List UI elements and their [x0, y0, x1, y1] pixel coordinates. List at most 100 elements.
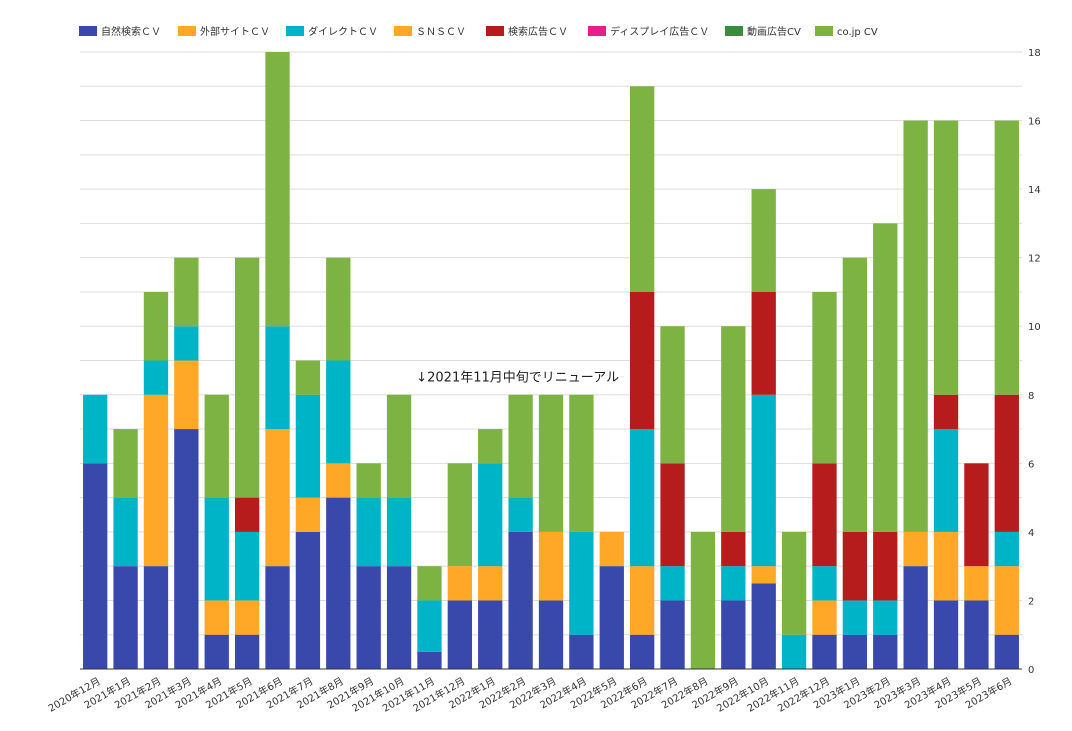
legend-label-0: 自然検索ＣＶ — [101, 25, 161, 38]
y-tick-label: 14 — [1028, 185, 1041, 196]
bar-segment-7-8 — [326, 257, 351, 361]
bar-segment-0-29 — [964, 600, 989, 669]
bar-segment-2-28 — [933, 429, 959, 532]
y-tick-label: 12 — [1028, 254, 1041, 265]
bar-segment-7-21 — [721, 326, 746, 532]
legend-swatch-3 — [394, 26, 412, 36]
legend-swatch-7 — [815, 26, 833, 36]
bar-segment-2-3 — [174, 326, 199, 361]
bar-segment-0-27 — [903, 566, 928, 669]
bar-segment-7-25 — [842, 257, 868, 532]
bar-segment-0-11 — [417, 651, 442, 669]
y-tick-label: 16 — [1028, 117, 1041, 128]
legend-label-6: 動画広告CV — [747, 25, 801, 38]
bar-segment-2-13 — [478, 463, 503, 567]
bar-segment-0-14 — [508, 531, 533, 669]
y-axis-ticks: 0 2 4 6 8 10 12 14 16 18 — [1028, 48, 1041, 676]
bar-segment-4-26 — [873, 531, 898, 601]
bar-segment-2-25 — [842, 600, 868, 635]
bar-segment-0-18 — [630, 634, 655, 669]
bar-segment-2-1 — [113, 497, 138, 567]
bar-segment-1-7 — [295, 497, 321, 532]
bar-segment-7-16 — [569, 394, 594, 532]
bar-segment-0-12 — [447, 600, 472, 669]
bar-segment-0-4 — [204, 634, 229, 669]
bar-segment-2-10 — [386, 497, 412, 567]
bar-segment-2-23 — [781, 634, 807, 669]
bar-segment-0-9 — [356, 566, 381, 669]
bar-segment-0-6 — [265, 566, 290, 669]
bar-segment-1-3 — [174, 360, 199, 430]
bar-segment-7-23 — [781, 531, 807, 635]
legend-swatch-1 — [178, 26, 196, 36]
legend-swatch-2 — [286, 26, 304, 36]
y-tick-label: 0 — [1028, 665, 1034, 676]
legend-label-7: co.jp CV — [837, 27, 878, 38]
bar-segment-0-19 — [660, 600, 685, 669]
bar-segment-1-24 — [812, 600, 837, 635]
bar-segment-2-0 — [83, 394, 108, 464]
legend-label-1: 外部サイトＣＶ — [200, 25, 270, 38]
bar-segment-4-22 — [751, 291, 776, 395]
bar-segment-0-3 — [174, 429, 199, 669]
bar-segment-7-3 — [174, 257, 199, 327]
bar-segment-4-29 — [964, 463, 989, 567]
y-tick-label: 2 — [1028, 596, 1034, 607]
bar-segment-0-16 — [569, 634, 594, 669]
bar-segment-0-1 — [113, 566, 138, 669]
bar-segment-7-2 — [143, 291, 169, 361]
bar-segment-4-30 — [994, 394, 1019, 532]
legend-label-4: 検索広告ＣＶ — [508, 25, 568, 38]
bar-segment-2-21 — [721, 566, 746, 601]
bar-segment-2-8 — [326, 360, 351, 464]
bar-segment-1-15 — [538, 531, 564, 601]
bar-segment-0-10 — [386, 566, 412, 669]
legend-swatch-4 — [486, 26, 504, 36]
legend-swatch-0 — [79, 26, 97, 36]
bar-segment-7-26 — [873, 223, 898, 532]
bar-segment-0-17 — [599, 566, 624, 669]
bar-segment-4-28 — [933, 394, 959, 430]
bar-segment-7-27 — [903, 120, 928, 532]
bar-segment-4-25 — [842, 531, 868, 601]
bar-segment-7-24 — [812, 291, 837, 464]
bar-segment-7-5 — [234, 257, 260, 498]
annotation-label: ↓2021年11月中旬でリニューアル — [416, 371, 619, 386]
bar-segment-1-12 — [447, 566, 472, 601]
legend: 自然検索ＣＶ 外部サイトＣＶ ダイレクトＣＶ ＳＮＳＣＶ 検索広告ＣＶ ディスプレイ広告Ｃ… — [79, 25, 878, 38]
bar-segment-7-6 — [265, 52, 290, 327]
bar-segment-2-18 — [630, 429, 655, 567]
bar-segment-7-14 — [508, 394, 533, 498]
bars — [83, 52, 1019, 669]
bar-segment-0-15 — [538, 600, 564, 669]
bar-segment-0-26 — [873, 634, 898, 669]
bar-segment-4-24 — [812, 463, 837, 567]
bar-segment-2-24 — [812, 566, 837, 601]
bar-segment-7-13 — [478, 429, 503, 464]
bar-segment-1-6 — [265, 429, 290, 567]
bar-segment-2-22 — [751, 394, 776, 567]
bar-segment-7-18 — [630, 86, 655, 292]
bar-segment-1-4 — [204, 600, 229, 635]
bar-segment-7-20 — [690, 531, 716, 669]
bar-segment-2-4 — [204, 497, 229, 601]
legend-swatch-5 — [588, 26, 606, 36]
bar-segment-0-8 — [326, 497, 351, 669]
bar-segment-1-2 — [143, 394, 169, 567]
bar-segment-2-14 — [508, 497, 533, 532]
bar-segment-1-18 — [630, 566, 655, 635]
bar-segment-7-12 — [447, 463, 472, 567]
bar-segment-1-30 — [994, 566, 1019, 635]
bar-segment-7-30 — [994, 120, 1019, 395]
bar-segment-4-18 — [630, 291, 655, 430]
bar-segment-0-21 — [721, 600, 746, 669]
bar-segment-1-5 — [234, 600, 260, 635]
bar-segment-7-19 — [660, 326, 685, 464]
bar-segment-2-2 — [143, 360, 169, 395]
bar-segment-0-7 — [295, 531, 321, 669]
bar-segment-2-16 — [569, 531, 594, 635]
bar-segment-2-9 — [356, 497, 381, 567]
bar-segment-7-7 — [295, 360, 321, 395]
bar-segment-7-11 — [417, 566, 442, 601]
